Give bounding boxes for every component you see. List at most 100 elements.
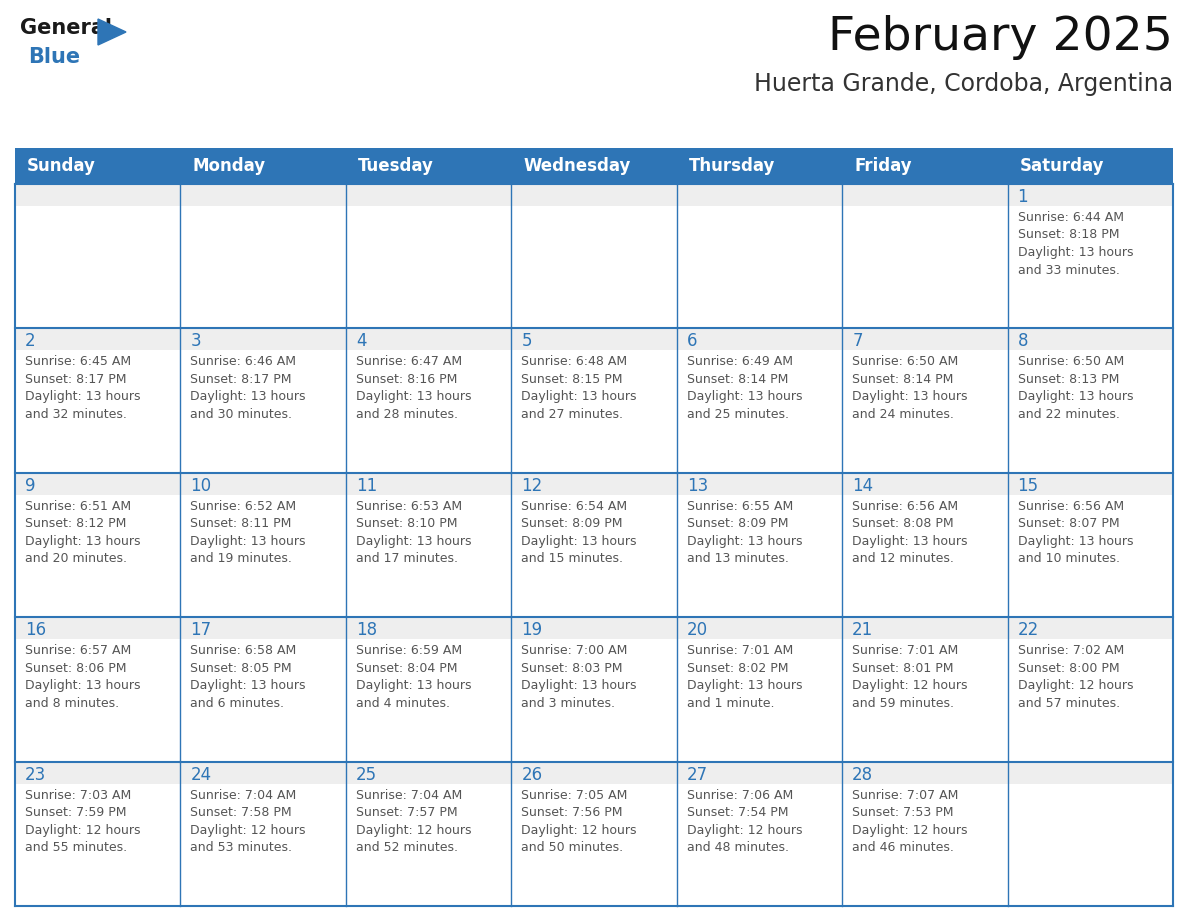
Text: 3: 3	[190, 332, 201, 351]
Text: Sunrise: 7:05 AM
Sunset: 7:56 PM
Daylight: 12 hours
and 50 minutes.: Sunrise: 7:05 AM Sunset: 7:56 PM Dayligh…	[522, 789, 637, 854]
Text: Sunrise: 7:04 AM
Sunset: 7:58 PM
Daylight: 12 hours
and 53 minutes.: Sunrise: 7:04 AM Sunset: 7:58 PM Dayligh…	[190, 789, 307, 854]
Text: 13: 13	[687, 476, 708, 495]
Text: Sunrise: 6:57 AM
Sunset: 8:06 PM
Daylight: 13 hours
and 8 minutes.: Sunrise: 6:57 AM Sunset: 8:06 PM Dayligh…	[25, 644, 140, 710]
Text: 23: 23	[25, 766, 46, 784]
Bar	[511, 762, 677, 784]
Text: Sunrise: 6:58 AM
Sunset: 8:05 PM
Daylight: 13 hours
and 6 minutes.: Sunrise: 6:58 AM Sunset: 8:05 PM Dayligh…	[190, 644, 307, 710]
Text: Saturday: Saturday	[1019, 157, 1104, 175]
Text: 25: 25	[356, 766, 377, 784]
Text: Sunrise: 7:01 AM
Sunset: 8:02 PM
Daylight: 13 hours
and 1 minute.: Sunrise: 7:01 AM Sunset: 8:02 PM Dayligh…	[687, 644, 802, 710]
Bar	[181, 329, 346, 351]
Text: Sunrise: 6:46 AM
Sunset: 8:17 PM
Daylight: 13 hours
and 30 minutes.: Sunrise: 6:46 AM Sunset: 8:17 PM Dayligh…	[190, 355, 307, 420]
Bar	[677, 473, 842, 495]
Text: 16: 16	[25, 621, 46, 639]
Text: 19: 19	[522, 621, 543, 639]
Text: Sunrise: 7:02 AM
Sunset: 8:00 PM
Daylight: 12 hours
and 57 minutes.: Sunrise: 7:02 AM Sunset: 8:00 PM Dayligh…	[1018, 644, 1133, 710]
Text: 5: 5	[522, 332, 532, 351]
Bar	[511, 473, 677, 495]
Text: Sunrise: 7:04 AM
Sunset: 7:57 PM
Daylight: 12 hours
and 52 minutes.: Sunrise: 7:04 AM Sunset: 7:57 PM Dayligh…	[356, 789, 472, 854]
Text: 22: 22	[1018, 621, 1038, 639]
Bar	[1007, 184, 1173, 206]
Bar	[511, 329, 677, 351]
Text: 2: 2	[25, 332, 36, 351]
Text: 20: 20	[687, 621, 708, 639]
Text: Huerta Grande, Cordoba, Argentina: Huerta Grande, Cordoba, Argentina	[754, 72, 1173, 96]
Text: Sunrise: 6:53 AM
Sunset: 8:10 PM
Daylight: 13 hours
and 17 minutes.: Sunrise: 6:53 AM Sunset: 8:10 PM Dayligh…	[356, 499, 472, 565]
Text: Blue: Blue	[29, 47, 80, 67]
Text: Sunrise: 7:03 AM
Sunset: 7:59 PM
Daylight: 12 hours
and 55 minutes.: Sunrise: 7:03 AM Sunset: 7:59 PM Dayligh…	[25, 789, 140, 854]
Bar	[181, 473, 346, 495]
Bar	[842, 329, 1007, 351]
Text: 11: 11	[356, 476, 377, 495]
Text: Sunrise: 6:48 AM
Sunset: 8:15 PM
Daylight: 13 hours
and 27 minutes.: Sunrise: 6:48 AM Sunset: 8:15 PM Dayligh…	[522, 355, 637, 420]
Text: Sunrise: 6:49 AM
Sunset: 8:14 PM
Daylight: 13 hours
and 25 minutes.: Sunrise: 6:49 AM Sunset: 8:14 PM Dayligh…	[687, 355, 802, 420]
Bar	[15, 184, 181, 206]
Bar	[15, 148, 1173, 184]
Text: Sunrise: 6:59 AM
Sunset: 8:04 PM
Daylight: 13 hours
and 4 minutes.: Sunrise: 6:59 AM Sunset: 8:04 PM Dayligh…	[356, 644, 472, 710]
Bar	[842, 184, 1007, 206]
Bar	[677, 762, 842, 784]
Bar	[15, 762, 181, 784]
Bar	[15, 329, 181, 351]
Bar	[511, 184, 677, 206]
Bar	[842, 473, 1007, 495]
Text: Sunrise: 6:45 AM
Sunset: 8:17 PM
Daylight: 13 hours
and 32 minutes.: Sunrise: 6:45 AM Sunset: 8:17 PM Dayligh…	[25, 355, 140, 420]
Text: Sunrise: 7:07 AM
Sunset: 7:53 PM
Daylight: 12 hours
and 46 minutes.: Sunrise: 7:07 AM Sunset: 7:53 PM Dayligh…	[852, 789, 968, 854]
Text: 15: 15	[1018, 476, 1038, 495]
Text: Sunday: Sunday	[27, 157, 96, 175]
Bar	[511, 617, 677, 639]
Text: Sunrise: 6:56 AM
Sunset: 8:07 PM
Daylight: 13 hours
and 10 minutes.: Sunrise: 6:56 AM Sunset: 8:07 PM Dayligh…	[1018, 499, 1133, 565]
Bar	[677, 617, 842, 639]
Text: Sunrise: 6:56 AM
Sunset: 8:08 PM
Daylight: 13 hours
and 12 minutes.: Sunrise: 6:56 AM Sunset: 8:08 PM Dayligh…	[852, 499, 968, 565]
Text: 9: 9	[25, 476, 36, 495]
Bar	[677, 329, 842, 351]
Text: 27: 27	[687, 766, 708, 784]
Bar	[842, 617, 1007, 639]
Bar	[842, 762, 1007, 784]
Text: 18: 18	[356, 621, 377, 639]
Text: Sunrise: 6:55 AM
Sunset: 8:09 PM
Daylight: 13 hours
and 13 minutes.: Sunrise: 6:55 AM Sunset: 8:09 PM Dayligh…	[687, 499, 802, 565]
Text: General: General	[20, 18, 112, 38]
Text: Monday: Monday	[192, 157, 266, 175]
Text: 7: 7	[852, 332, 862, 351]
Bar	[346, 617, 511, 639]
Text: Thursday: Thursday	[689, 157, 775, 175]
Text: 12: 12	[522, 476, 543, 495]
Text: Sunrise: 7:06 AM
Sunset: 7:54 PM
Daylight: 12 hours
and 48 minutes.: Sunrise: 7:06 AM Sunset: 7:54 PM Dayligh…	[687, 789, 802, 854]
Text: Sunrise: 6:50 AM
Sunset: 8:13 PM
Daylight: 13 hours
and 22 minutes.: Sunrise: 6:50 AM Sunset: 8:13 PM Dayligh…	[1018, 355, 1133, 420]
Bar	[1007, 762, 1173, 784]
Text: 14: 14	[852, 476, 873, 495]
Text: 6: 6	[687, 332, 697, 351]
Bar	[1007, 473, 1173, 495]
Text: Sunrise: 6:50 AM
Sunset: 8:14 PM
Daylight: 13 hours
and 24 minutes.: Sunrise: 6:50 AM Sunset: 8:14 PM Dayligh…	[852, 355, 968, 420]
Text: 28: 28	[852, 766, 873, 784]
Bar	[15, 473, 181, 495]
Text: Sunrise: 6:47 AM
Sunset: 8:16 PM
Daylight: 13 hours
and 28 minutes.: Sunrise: 6:47 AM Sunset: 8:16 PM Dayligh…	[356, 355, 472, 420]
Text: 17: 17	[190, 621, 211, 639]
Text: Sunrise: 7:01 AM
Sunset: 8:01 PM
Daylight: 12 hours
and 59 minutes.: Sunrise: 7:01 AM Sunset: 8:01 PM Dayligh…	[852, 644, 968, 710]
Bar	[346, 329, 511, 351]
Bar	[346, 762, 511, 784]
Text: Sunrise: 6:51 AM
Sunset: 8:12 PM
Daylight: 13 hours
and 20 minutes.: Sunrise: 6:51 AM Sunset: 8:12 PM Dayligh…	[25, 499, 140, 565]
Text: 24: 24	[190, 766, 211, 784]
Bar	[346, 184, 511, 206]
Bar	[1007, 617, 1173, 639]
Bar	[181, 762, 346, 784]
Text: 8: 8	[1018, 332, 1028, 351]
Text: Sunrise: 6:44 AM
Sunset: 8:18 PM
Daylight: 13 hours
and 33 minutes.: Sunrise: 6:44 AM Sunset: 8:18 PM Dayligh…	[1018, 211, 1133, 276]
Text: Wednesday: Wednesday	[523, 157, 631, 175]
Bar	[346, 473, 511, 495]
Text: 26: 26	[522, 766, 543, 784]
Bar	[677, 184, 842, 206]
Text: Tuesday: Tuesday	[358, 157, 434, 175]
Text: 10: 10	[190, 476, 211, 495]
Text: February 2025: February 2025	[828, 15, 1173, 60]
Text: Sunrise: 7:00 AM
Sunset: 8:03 PM
Daylight: 13 hours
and 3 minutes.: Sunrise: 7:00 AM Sunset: 8:03 PM Dayligh…	[522, 644, 637, 710]
Text: 1: 1	[1018, 188, 1028, 206]
Polygon shape	[97, 19, 126, 45]
Bar	[181, 184, 346, 206]
Bar	[1007, 329, 1173, 351]
Text: 4: 4	[356, 332, 366, 351]
Bar	[15, 617, 181, 639]
Text: Sunrise: 6:54 AM
Sunset: 8:09 PM
Daylight: 13 hours
and 15 minutes.: Sunrise: 6:54 AM Sunset: 8:09 PM Dayligh…	[522, 499, 637, 565]
